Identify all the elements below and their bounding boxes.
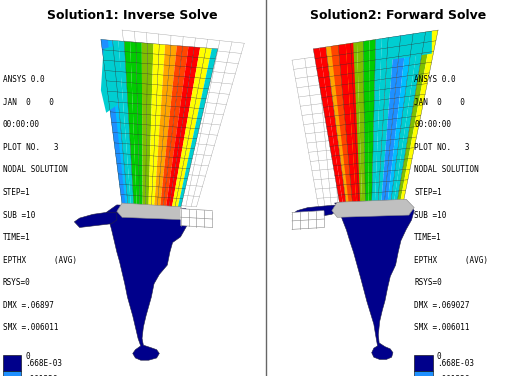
Text: .668E-03: .668E-03 [437, 359, 474, 368]
Text: TIME=1: TIME=1 [414, 233, 442, 242]
Text: SUB =10: SUB =10 [414, 211, 447, 220]
Text: STEP=1: STEP=1 [3, 188, 30, 197]
Polygon shape [148, 44, 159, 207]
Polygon shape [338, 44, 356, 204]
Text: EPTHX      (AVG): EPTHX (AVG) [414, 256, 488, 265]
Polygon shape [175, 48, 212, 208]
Polygon shape [151, 44, 165, 207]
Polygon shape [332, 45, 353, 205]
Polygon shape [101, 39, 126, 205]
Polygon shape [101, 45, 122, 113]
Polygon shape [357, 41, 365, 204]
Bar [414, 355, 433, 371]
Polygon shape [292, 205, 337, 219]
Text: SMX =.006011: SMX =.006011 [3, 323, 58, 332]
Text: Solution1: Inverse Solve: Solution1: Inverse Solve [47, 9, 218, 23]
Polygon shape [397, 31, 432, 202]
Polygon shape [157, 45, 177, 208]
Polygon shape [130, 42, 140, 206]
Text: .001336: .001336 [437, 374, 469, 376]
Polygon shape [169, 47, 200, 208]
Polygon shape [345, 43, 359, 204]
Polygon shape [181, 209, 212, 227]
Text: RSYS=0: RSYS=0 [414, 278, 442, 287]
Text: SMX =.006011: SMX =.006011 [414, 323, 470, 332]
Polygon shape [136, 42, 142, 206]
Polygon shape [369, 39, 376, 203]
Text: .001336: .001336 [25, 374, 57, 376]
Polygon shape [338, 44, 356, 204]
Polygon shape [384, 35, 407, 202]
Polygon shape [163, 46, 189, 208]
Polygon shape [326, 46, 349, 205]
Polygon shape [320, 47, 346, 205]
Text: NODAL SOLUTION: NODAL SOLUTION [3, 165, 67, 174]
Text: RSYS=0: RSYS=0 [3, 278, 30, 287]
Text: DMX =.069027: DMX =.069027 [414, 301, 470, 310]
Polygon shape [145, 43, 153, 207]
Text: JAN  0    0: JAN 0 0 [414, 98, 465, 107]
Bar [3, 355, 21, 371]
Text: NODAL SOLUTION: NODAL SOLUTION [414, 165, 479, 174]
Text: ANSYS 0.0: ANSYS 0.0 [3, 75, 44, 84]
Text: PLOT NO.   3: PLOT NO. 3 [3, 143, 58, 152]
Polygon shape [124, 41, 137, 206]
Polygon shape [332, 199, 414, 217]
Polygon shape [388, 34, 413, 202]
Polygon shape [313, 48, 343, 205]
Polygon shape [122, 30, 244, 207]
Polygon shape [106, 205, 191, 360]
Text: STEP=1: STEP=1 [414, 188, 442, 197]
Polygon shape [160, 45, 183, 208]
Polygon shape [155, 45, 171, 207]
Polygon shape [400, 30, 438, 202]
Polygon shape [113, 40, 131, 205]
Bar [414, 371, 433, 376]
Polygon shape [378, 36, 395, 203]
Polygon shape [292, 42, 419, 208]
Text: JAN  0    0: JAN 0 0 [3, 98, 54, 107]
Polygon shape [107, 40, 128, 205]
Text: 00:00:00: 00:00:00 [414, 120, 451, 129]
Polygon shape [118, 41, 134, 206]
Text: TIME=1: TIME=1 [3, 233, 30, 242]
Text: 00:00:00: 00:00:00 [3, 120, 40, 129]
Polygon shape [101, 39, 125, 205]
Polygon shape [117, 203, 186, 220]
Text: 0: 0 [437, 352, 441, 361]
Text: EPTHX      (AVG): EPTHX (AVG) [3, 256, 76, 265]
Text: PLOT NO.   3: PLOT NO. 3 [414, 143, 470, 152]
Polygon shape [74, 212, 117, 227]
Text: .668E-03: .668E-03 [25, 359, 62, 368]
Text: ANSYS 0.0: ANSYS 0.0 [414, 75, 456, 84]
Polygon shape [172, 47, 206, 208]
Polygon shape [382, 31, 432, 61]
Polygon shape [335, 200, 414, 359]
Polygon shape [292, 211, 324, 229]
Polygon shape [142, 43, 148, 206]
Polygon shape [372, 38, 382, 203]
Polygon shape [363, 40, 370, 203]
Polygon shape [381, 36, 400, 202]
Polygon shape [391, 33, 419, 202]
Polygon shape [346, 43, 360, 204]
Polygon shape [350, 42, 362, 204]
Polygon shape [177, 49, 218, 209]
Polygon shape [166, 47, 194, 208]
Text: DMX =.06897: DMX =.06897 [3, 301, 54, 310]
Polygon shape [375, 38, 388, 203]
Polygon shape [394, 32, 426, 202]
Bar [3, 371, 21, 376]
Text: SUB =10: SUB =10 [3, 211, 35, 220]
Text: 0: 0 [25, 352, 30, 361]
Text: Solution2: Forward Solve: Solution2: Forward Solve [310, 9, 486, 23]
Polygon shape [331, 45, 353, 205]
